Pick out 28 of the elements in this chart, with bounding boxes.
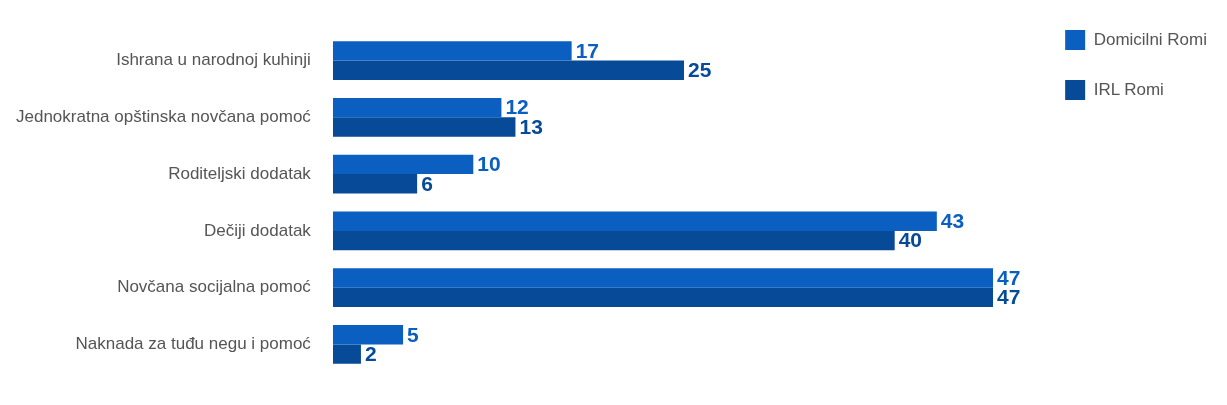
bar bbox=[332, 268, 994, 288]
bar bbox=[332, 230, 895, 251]
data-label: 25 bbox=[688, 58, 712, 82]
bar bbox=[332, 325, 404, 345]
bar bbox=[332, 174, 418, 194]
bar bbox=[332, 154, 474, 175]
bar bbox=[332, 344, 361, 364]
data-label: 40 bbox=[898, 228, 923, 252]
bar bbox=[332, 60, 684, 80]
data-label: 2 bbox=[364, 341, 377, 365]
y-tick-label: Ishrana u narodnoj kuhinji bbox=[116, 50, 311, 70]
data-label: 43 bbox=[940, 209, 965, 233]
y-tick-label: Naknada za tuđu negu i pomoć bbox=[75, 334, 312, 354]
legend-label: Domicilni Romi bbox=[1093, 29, 1208, 49]
data-label: 5 bbox=[407, 322, 420, 346]
data-label: 17 bbox=[575, 38, 599, 62]
data-label: 6 bbox=[421, 171, 433, 195]
bar bbox=[332, 117, 516, 137]
data-label: 10 bbox=[477, 152, 501, 176]
y-tick-label: Dečiji dodatak bbox=[204, 220, 312, 240]
y-tick-label: Novčana socijalna pomoć bbox=[117, 277, 312, 297]
bar bbox=[332, 211, 937, 231]
legend-label: IRL Romi bbox=[1093, 79, 1164, 99]
y-tick-label: Roditeljski dodatak bbox=[168, 163, 312, 183]
bar bbox=[332, 287, 994, 307]
y-tick-label: Jednokratna opštinska novčana pomoć bbox=[15, 107, 312, 127]
bar bbox=[332, 41, 572, 61]
bar bbox=[332, 98, 502, 118]
